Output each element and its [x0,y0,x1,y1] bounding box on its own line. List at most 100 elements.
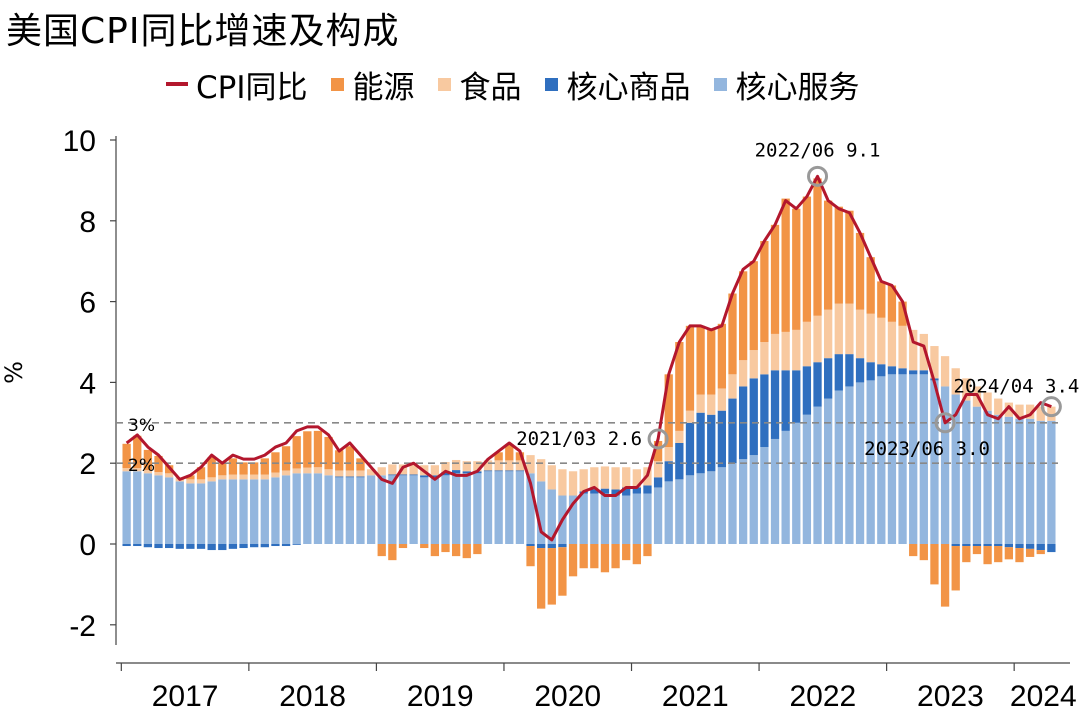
bar-core-goods [792,370,801,423]
bar-core-goods [515,470,525,472]
bar-core-services [802,414,812,544]
bar-core-services [792,422,801,544]
bar-core-services [483,471,493,544]
bar-core-services [218,479,227,544]
bar-core-services [505,471,514,544]
bar-food [228,474,238,480]
bar-energy [622,544,631,561]
bar-food [696,394,705,413]
bar-core-goods [186,544,195,549]
bar-food [462,461,471,472]
bar-energy [824,200,833,310]
y-tick-label: 2 [79,448,96,481]
bar-core-goods [760,374,769,448]
bar-core-services [451,473,461,544]
bar-food [451,459,461,471]
bar-food [717,388,727,411]
bar-core-goods [749,378,758,456]
bar-core-services [653,487,663,544]
bar-core-goods [1004,544,1013,548]
bar-core-services [165,477,174,544]
bar-core-goods [770,370,780,439]
bar-core-services [972,406,982,544]
x-tick-label: 2017 [152,680,219,713]
annotation-label: 2024/04 3.4 [954,376,1080,398]
x-tick-label: 2019 [407,680,474,713]
bar-energy [770,224,780,334]
bar-core-goods [420,475,429,478]
bar-core-goods [824,358,833,399]
bar-food [196,479,206,484]
bar-food [579,469,588,492]
bar-food [526,455,535,474]
bar-core-goods [239,544,248,549]
x-tick-label: 2020 [534,680,601,713]
bar-core-services [994,414,1003,544]
annotation-label: 2021/03 2.6 [516,428,642,450]
bar-core-services [186,483,195,544]
bar-core-services [622,495,631,544]
bar-food [505,460,514,471]
bar-energy [515,452,525,461]
bar-food [483,460,493,471]
bar-food [441,461,450,473]
x-tick-label: 2021 [662,680,729,713]
bar-energy [568,544,578,577]
bar-energy [792,208,801,330]
bar-food [494,460,503,471]
bar-food [622,467,631,488]
bar-food [951,368,960,395]
bar-core-services [398,475,408,544]
bar-food [653,461,663,478]
bar-energy [696,325,705,395]
legend-label-core-services: 核心服务 [735,69,860,106]
annotation-marker [807,165,829,187]
bar-core-services [228,479,238,544]
bar-food [356,470,365,477]
bar-core-goods [483,470,493,472]
bar-energy [1015,548,1024,563]
bar-core-goods [345,476,354,478]
bar-core-services [133,471,142,544]
bar-core-goods [590,489,599,494]
bar-food [611,467,620,490]
bar-food [335,470,344,477]
bar-energy [494,452,503,461]
legend-label-energy: 能源 [352,69,415,106]
x-tick-label: 2018 [279,680,346,713]
bar-food [919,333,928,371]
bar-core-goods [813,362,822,407]
bar-core-goods [1047,544,1056,553]
bar-energy [228,458,238,475]
axes: -2 0 2 4 6 8 10% 2017 2018 2019 2020 2021 2022 2023 20… [0,125,1077,713]
bar-core-goods [196,544,206,549]
bar-energy [451,544,461,557]
bar-energy [239,462,248,475]
y-tick-label: 6 [79,287,96,320]
bar-food [813,315,822,363]
bar-energy [653,440,663,462]
bar-food [122,468,131,472]
bar-energy [855,232,865,310]
bar-core-goods [1025,544,1035,549]
bar-core-goods [462,471,471,474]
bar-energy [685,325,695,411]
bar-core-services [1047,420,1056,544]
bar-energy [218,463,227,476]
bar-core-services [154,475,163,544]
bar-energy [377,544,386,557]
bar-core-goods [441,472,450,476]
bar-core-services [749,455,758,544]
bar-food [558,469,567,496]
bar-core-goods [622,487,631,496]
bar-core-services [377,475,386,544]
legend-label-food: 食品 [459,69,522,106]
bar-core-goods [281,544,291,547]
bar-energy [962,546,971,563]
bar-core-goods [611,489,620,496]
bar-food [983,392,992,411]
bar-energy [250,462,259,475]
bar-food [430,465,440,476]
bar-core-services [579,493,588,544]
